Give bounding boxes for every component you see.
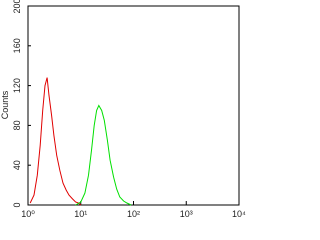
x-tick-label: 10⁰ (21, 209, 35, 219)
y-tick-label: 0 (12, 202, 22, 207)
x-tick-label: 10¹ (74, 209, 87, 219)
y-tick-label: 160 (12, 38, 22, 53)
y-tick-label: 200 (12, 0, 22, 14)
y-tick-label: 40 (12, 160, 22, 170)
x-tick-label: 10⁴ (232, 209, 246, 219)
plot-frame (27, 5, 240, 206)
x-tick-label: 10² (127, 209, 140, 219)
chart: Counts 0 40 80 120 160 200 10⁰ 10¹ 10² 10³ 10⁴ (0, 0, 246, 219)
histogram-line (29, 77, 82, 206)
y-axis-label: Counts (0, 90, 10, 119)
y-tick-label: 120 (12, 78, 22, 93)
y-tick-label: 80 (12, 120, 22, 130)
histogram-line (75, 104, 132, 206)
x-tick-label: 10³ (180, 209, 193, 219)
